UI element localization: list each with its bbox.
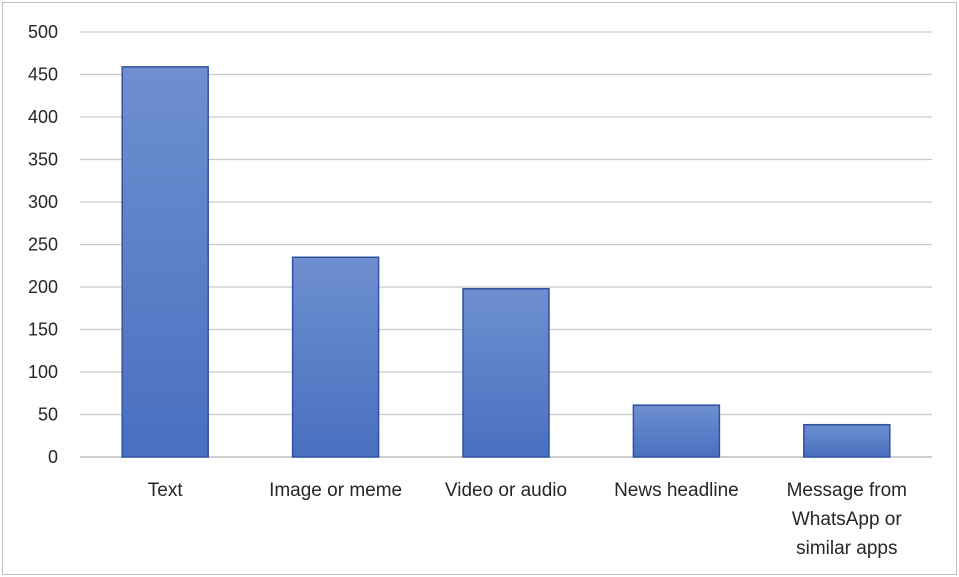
category-label-line: similar apps — [796, 538, 897, 559]
category-label: Text — [148, 480, 184, 501]
category-label-line: Text — [148, 480, 184, 501]
y-tick-label: 50 — [38, 405, 58, 425]
category-label: News headline — [614, 480, 739, 501]
bar-1 — [291, 256, 380, 458]
category-label-line: Message from — [787, 480, 907, 501]
y-tick-label: 400 — [28, 107, 58, 127]
y-tick-label: 350 — [28, 150, 58, 170]
y-tick-label: 200 — [28, 277, 58, 297]
category-label-line: Video or audio — [445, 480, 567, 501]
bar-0 — [121, 66, 209, 458]
category-label: Message from WhatsApp or similar apps — [787, 480, 907, 559]
category-label-line: Image or meme — [269, 480, 402, 501]
y-tick-label: 100 — [28, 362, 58, 382]
y-tick-label: 450 — [28, 65, 58, 85]
y-tick-label: 250 — [28, 235, 58, 255]
gridlines — [80, 31, 932, 458]
category-label-line: WhatsApp or — [792, 509, 902, 530]
bar-3 — [632, 404, 721, 458]
y-tick-label: 0 — [48, 447, 58, 467]
y-tick-label: 300 — [28, 192, 58, 212]
bar-2 — [462, 287, 550, 458]
bars — [121, 66, 891, 458]
category-label-line: News headline — [614, 480, 739, 501]
category-label: Video or audio — [445, 480, 567, 501]
y-tick-label: 150 — [28, 320, 58, 340]
y-axis-tick-labels: 0 50 100 150 200 250 300 350 400 450 500 — [28, 22, 58, 467]
y-tick-label: 500 — [28, 22, 58, 42]
x-axis-category-labels: Text Image or meme Video or audio News head… — [148, 480, 907, 559]
category-label: Image or meme — [269, 480, 402, 501]
bar-4 — [803, 423, 891, 458]
